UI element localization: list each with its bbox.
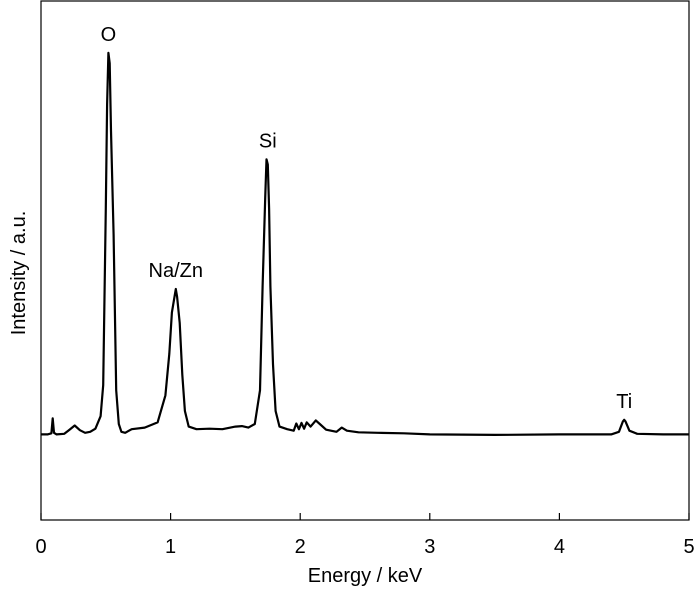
peak-label-na-zn: Na/Zn bbox=[149, 260, 203, 282]
x-tick-label-2: 2 bbox=[295, 536, 306, 558]
plot-frame bbox=[40, 0, 690, 521]
spectrum-line bbox=[41, 51, 689, 436]
peak-annotations: O Na/Zn Si Ti bbox=[101, 24, 633, 413]
peak-label-ti: Ti bbox=[616, 391, 632, 413]
x-tick-label-4: 4 bbox=[554, 536, 565, 558]
x-tick-label-3: 3 bbox=[424, 536, 435, 558]
x-tick-label-0: 0 bbox=[35, 536, 46, 558]
x-tick-label-1: 1 bbox=[165, 536, 176, 558]
x-axis-ticks bbox=[40, 513, 690, 520]
peak-label-si: Si bbox=[259, 130, 277, 152]
y-axis-label: Intensity / a.u. bbox=[8, 211, 30, 336]
x-tick-label-5: 5 bbox=[683, 536, 694, 558]
peak-label-o: O bbox=[101, 24, 117, 46]
x-axis-label: Energy / keV bbox=[308, 565, 423, 587]
x-axis-tick-labels: 0 1 2 3 4 5 bbox=[35, 536, 694, 558]
